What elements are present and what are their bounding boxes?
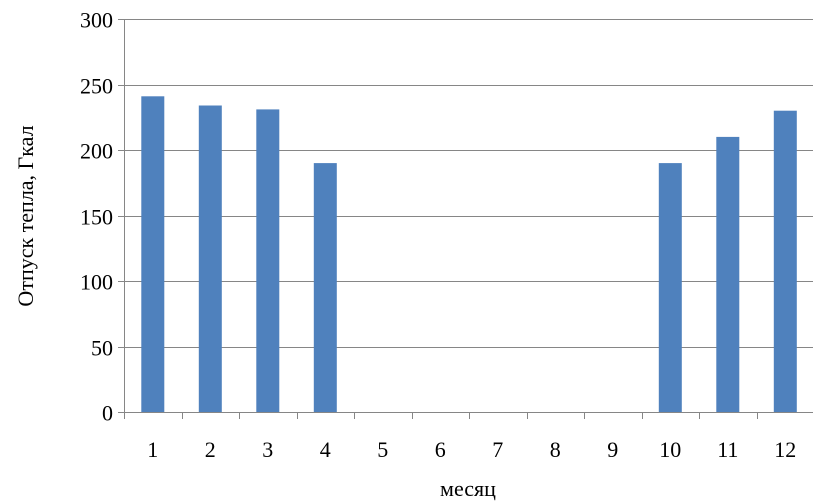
x-tick-labels: 1 2 3 4 5 6 7 8 9 10 11 12: [147, 437, 796, 462]
bar-month-4: [313, 163, 337, 412]
x-tick-label: 8: [550, 437, 561, 462]
y-tick-labels: 0 50 100 150 200 250 300: [80, 8, 113, 426]
y-axis-title: Отпуск тепла, Гкал: [13, 125, 38, 306]
x-axis-title: месяц: [440, 476, 496, 501]
x-tick-label: 1: [147, 437, 158, 462]
y-tick-label: 300: [80, 8, 113, 33]
x-tick-label: 9: [607, 437, 618, 462]
x-tick-label: 10: [659, 437, 681, 462]
axes: [118, 19, 813, 419]
y-tick-label: 0: [102, 401, 113, 426]
y-tick-label: 250: [80, 74, 113, 99]
x-tick-label: 12: [774, 437, 796, 462]
bar-month-3: [256, 109, 280, 413]
bar-month-2: [198, 105, 222, 412]
bar-month-11: [716, 136, 740, 412]
bar-month-12: [773, 110, 797, 412]
gridlines: [124, 19, 813, 348]
y-tick-label: 200: [80, 139, 113, 164]
bar-month-1: [141, 96, 165, 413]
x-tick-label: 2: [205, 437, 216, 462]
x-tick-label: 11: [717, 437, 738, 462]
bars: [141, 96, 797, 413]
x-tick-label: 5: [377, 437, 388, 462]
x-tick-label: 3: [262, 437, 273, 462]
x-tick-label: 4: [320, 437, 331, 462]
y-tick-label: 150: [80, 205, 113, 230]
x-tick-label: 6: [435, 437, 446, 462]
y-tick-label: 50: [91, 336, 113, 361]
y-tick-label: 100: [80, 270, 113, 295]
bar-month-10: [658, 163, 682, 412]
x-tick-label: 7: [492, 437, 503, 462]
